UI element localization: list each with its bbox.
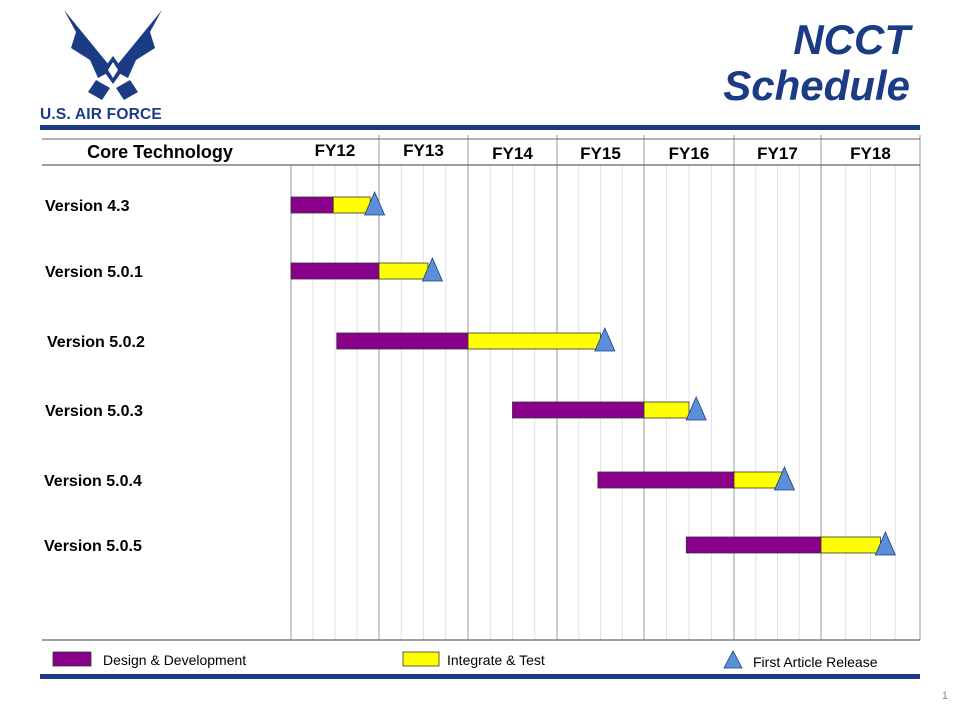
task-label: Version 5.0.3 bbox=[45, 403, 143, 420]
logo-lower-right bbox=[116, 80, 138, 100]
fy-column-label: FY14 bbox=[492, 144, 533, 163]
slide-number: 1 bbox=[941, 690, 948, 702]
first-article-release-marker bbox=[363, 190, 386, 216]
design-development-bar bbox=[685, 536, 822, 554]
first-article-release-marker bbox=[685, 395, 707, 421]
fy-column-label: FY16 bbox=[669, 144, 710, 163]
task-label: Version 5.0.1 bbox=[45, 264, 143, 281]
legend-design-label: Design & Development bbox=[103, 652, 246, 668]
page-title-line2: Schedule bbox=[723, 62, 910, 109]
fy-column-label: FY13 bbox=[403, 141, 444, 160]
top-rule bbox=[40, 125, 920, 130]
design-development-bar bbox=[290, 262, 380, 280]
logo-left-wing bbox=[64, 10, 113, 78]
bottom-rule bbox=[40, 674, 920, 679]
design-development-bar bbox=[512, 401, 645, 419]
integrate-test-bar bbox=[467, 332, 601, 350]
legend-release-label: First Article Release bbox=[753, 654, 878, 670]
task-label: Version 5.0.2 bbox=[47, 334, 145, 351]
integrate-test-bar bbox=[332, 196, 371, 214]
fy-column-label: FY12 bbox=[315, 141, 356, 160]
row-header-label: Core Technology bbox=[87, 142, 233, 162]
page-title-line1: NCCT bbox=[793, 16, 910, 63]
integrate-test-bar bbox=[643, 401, 690, 419]
legend-design-swatch bbox=[52, 651, 92, 667]
logo-wordmark: U.S. AIR FORCE bbox=[40, 106, 162, 123]
fy-column-label: FY17 bbox=[757, 144, 798, 163]
design-development-bar bbox=[597, 471, 735, 489]
integrate-test-bar bbox=[378, 262, 429, 280]
first-article-release-marker bbox=[421, 256, 444, 282]
logo-lower-left bbox=[88, 80, 110, 100]
legend-test-swatch bbox=[402, 651, 440, 667]
fy-column-label: FY15 bbox=[580, 144, 621, 163]
design-development-bar bbox=[290, 196, 334, 214]
first-article-release-marker bbox=[874, 530, 896, 556]
integrate-test-bar bbox=[820, 536, 881, 554]
task-label: Version 5.0.5 bbox=[44, 538, 142, 555]
fy-column-label: FY18 bbox=[850, 144, 891, 163]
integrate-test-bar bbox=[733, 471, 783, 489]
legend-test-label: Integrate & Test bbox=[447, 652, 545, 668]
design-development-bar bbox=[336, 332, 469, 350]
logo-right-wing bbox=[113, 10, 162, 78]
air-force-logo bbox=[64, 10, 162, 100]
first-article-release-marker bbox=[773, 465, 796, 491]
task-label: Version 5.0.4 bbox=[44, 473, 142, 490]
task-label: Version 4.3 bbox=[45, 198, 130, 215]
first-article-release-marker bbox=[594, 326, 616, 352]
legend-release-icon bbox=[723, 650, 743, 669]
